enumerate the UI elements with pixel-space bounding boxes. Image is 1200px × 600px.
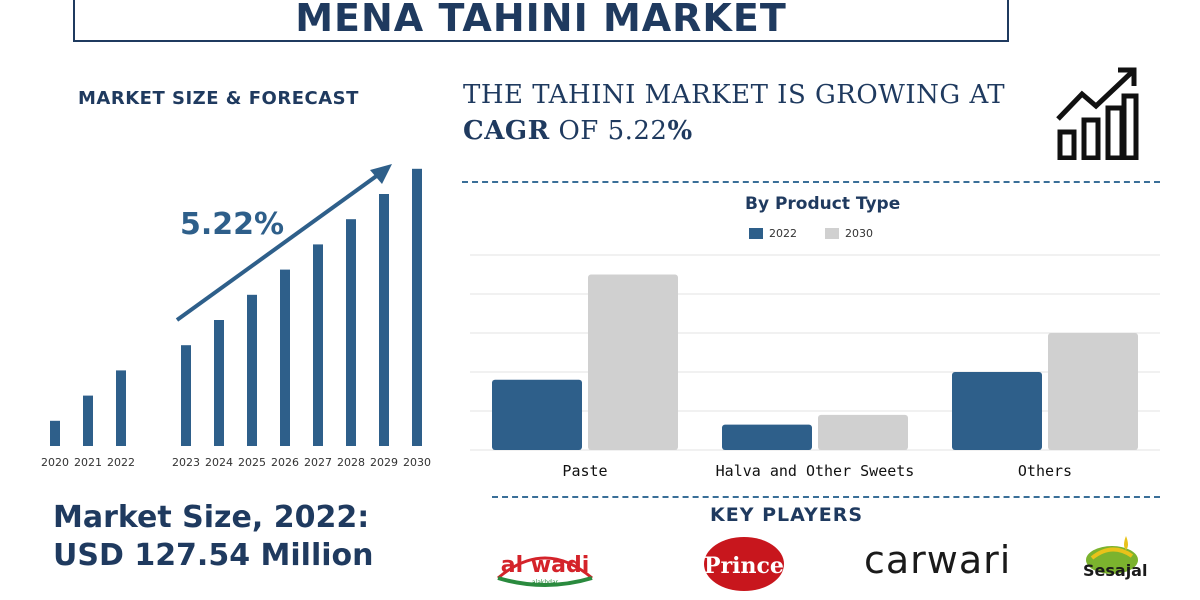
market-size-line1: Market Size, 2022: [53, 500, 370, 535]
divider-top [462, 181, 1160, 183]
trend-arrow [175, 170, 384, 322]
trend-arrow-head [370, 164, 392, 184]
market-size-heading: MARKET SIZE & FORECAST [78, 88, 359, 109]
bar-chart-growth-icon [1056, 67, 1139, 160]
product-category-label: Halva and Other Sweets [716, 462, 915, 480]
forecast-tick-2026: 2026 [271, 456, 299, 469]
headline-line1: THE TAHINI MARKET IS GROWING AT [463, 80, 1006, 110]
forecast-bar-2029 [379, 194, 389, 446]
alwadi-logo-sub: alakhdar [532, 579, 559, 586]
product-chart-title: By Product Type [745, 194, 901, 214]
forecast-bar-2022 [116, 370, 126, 446]
forecast-tick-2025: 2025 [238, 456, 266, 469]
forecast-chart: 2020 2021 2022 2023 2024 2025 2026 2027 2028 2029… [41, 164, 431, 469]
legend-swatch-2022 [749, 228, 763, 239]
forecast-bar-2020 [50, 420, 60, 446]
title-box: MENA TAHINI MARKET [73, 0, 1009, 42]
key-players-heading: KEY PLAYERS [710, 504, 864, 526]
legend-label-2022: 2022 [769, 227, 797, 240]
carwari-logo: carwari [864, 538, 1012, 582]
headline-rate: OF 5.22 [549, 116, 668, 146]
forecast-bar-2024 [214, 320, 224, 446]
forecast-bar-2023 [181, 345, 191, 446]
headline-percent: % [667, 116, 693, 146]
divider-bottom [492, 496, 1160, 498]
forecast-bar-2028 [346, 219, 356, 446]
headline-line2: CAGR OF 5.22% [463, 116, 693, 146]
alwadi-logo: al wadi alakhdar [497, 553, 593, 587]
market-size-line2: USD 127.54 Million [53, 538, 374, 573]
product-category-label: Paste [562, 462, 607, 480]
forecast-tick-2030: 2030 [403, 456, 431, 469]
forecast-tick-2022: 2022 [107, 456, 135, 469]
legend-label-2030: 2030 [845, 227, 873, 240]
forecast-bar-2026 [280, 269, 290, 446]
product-category-label: Others [1018, 462, 1072, 480]
alwadi-logo-text: al wadi [501, 553, 590, 578]
forecast-tick-2027: 2027 [304, 456, 332, 469]
product-bar-2030-2 [1048, 333, 1138, 450]
product-bar-2030-0 [588, 274, 678, 450]
forecast-bar-2025 [247, 294, 257, 446]
forecast-tick-2021: 2021 [74, 456, 102, 469]
product-bar-2022-2 [952, 372, 1042, 450]
forecast-tick-2028: 2028 [337, 456, 365, 469]
headline-cagr: CAGR [463, 116, 550, 146]
page-title: MENA TAHINI MARKET [295, 0, 787, 40]
forecast-bar-2030 [412, 168, 422, 447]
product-bar-2022-0 [492, 379, 582, 450]
forecast-cagr-label: 5.22% [180, 207, 284, 242]
forecast-tick-2023: 2023 [172, 456, 200, 469]
legend-swatch-2030 [825, 228, 839, 239]
forecast-tick-2024: 2024 [205, 456, 233, 469]
product-chart-legend: 2022 2030 [749, 227, 873, 240]
forecast-tick-2029: 2029 [370, 456, 398, 469]
forecast-bar-2021 [83, 395, 93, 446]
prince-logo-text: Prince [704, 553, 784, 579]
product-bar-2030-1 [818, 414, 908, 450]
sesajal-logo: Sesajal [1083, 536, 1147, 580]
forecast-bar-2027 [313, 244, 323, 446]
prince-logo: Prince [704, 537, 784, 591]
sesajal-logo-text: Sesajal [1083, 561, 1147, 580]
forecast-tick-2020: 2020 [41, 456, 69, 469]
product-chart: Paste Halva and Other Sweets Others [470, 254, 1160, 480]
product-bar-2022-1 [722, 424, 812, 450]
